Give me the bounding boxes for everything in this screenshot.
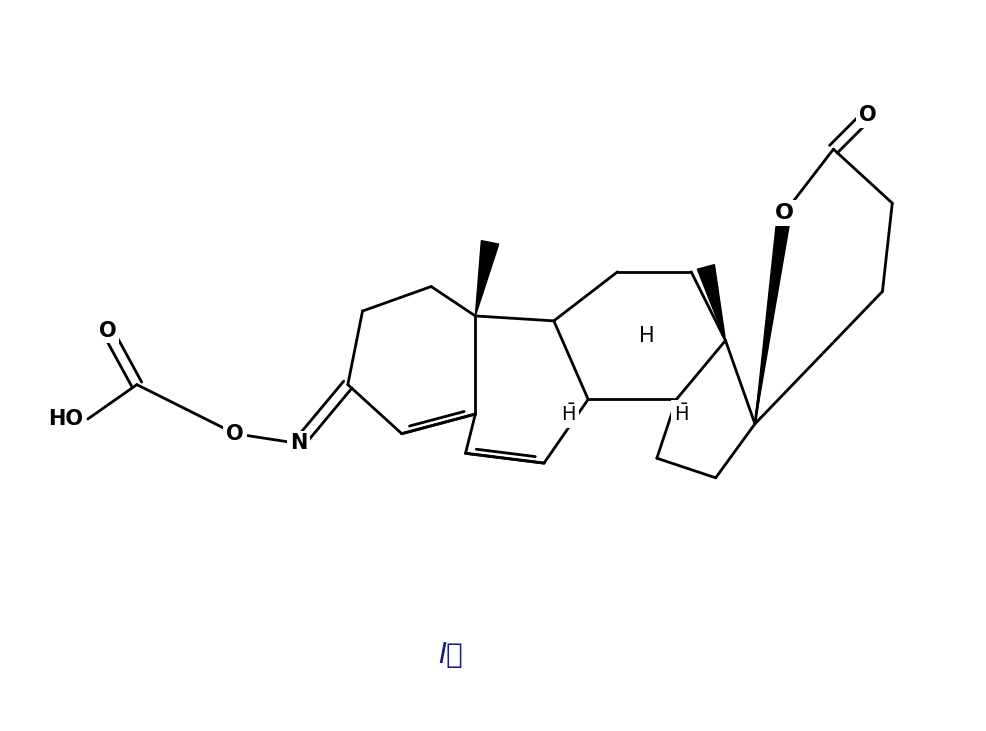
Polygon shape	[755, 212, 791, 424]
Text: H: H	[639, 325, 655, 346]
Text: N: N	[290, 433, 308, 453]
Text: O: O	[859, 105, 877, 125]
Text: O: O	[99, 321, 116, 341]
Text: HO: HO	[48, 409, 83, 429]
Text: $\mathdefault{\bar{H}}$: $\mathdefault{\bar{H}}$	[561, 403, 576, 425]
Text: $\mathdefault{\bar{H}}$: $\mathdefault{\bar{H}}$	[674, 403, 688, 425]
Text: O: O	[226, 424, 244, 444]
Polygon shape	[475, 240, 499, 316]
Text: I。: I。	[439, 641, 463, 670]
Polygon shape	[697, 265, 726, 341]
Text: O: O	[775, 203, 794, 223]
